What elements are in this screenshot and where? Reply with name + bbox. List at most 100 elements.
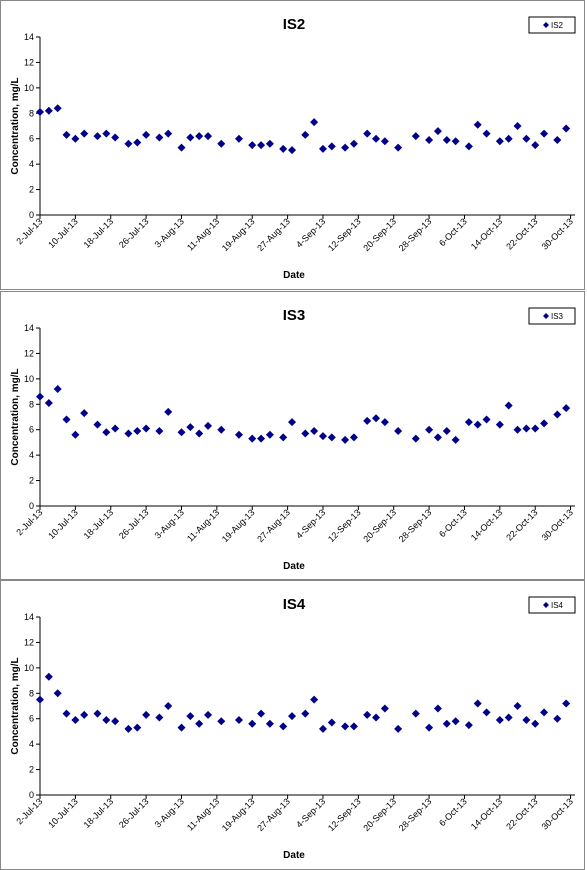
data-point (288, 418, 297, 427)
data-point (217, 139, 226, 148)
data-point (504, 713, 513, 722)
x-tick-label: 27-Aug-13 (255, 507, 292, 544)
data-point (464, 142, 473, 151)
data-point (433, 704, 442, 713)
y-tick-label: 2 (29, 765, 34, 775)
data-point (155, 133, 164, 142)
data-point (257, 709, 266, 718)
data-point (248, 434, 257, 443)
data-point (133, 138, 142, 147)
data-point (341, 435, 350, 444)
data-point (540, 419, 549, 428)
data-point (186, 423, 195, 432)
data-point (234, 430, 243, 439)
data-point (451, 435, 460, 444)
data-point (513, 425, 522, 434)
data-point (433, 433, 442, 442)
legend-box (528, 16, 576, 34)
data-point (442, 135, 451, 144)
data-point (473, 120, 482, 129)
chart-panel-is3: IS3 0 2 4 6 8 10 12 14 2-Jul-13 10-Jul-13 18-Jul-13… (0, 291, 585, 580)
data-point (62, 130, 71, 139)
x-tick-label: 6-Oct-13 (437, 216, 469, 248)
data-point (425, 425, 434, 434)
data-point (186, 712, 195, 721)
data-point (562, 404, 571, 413)
data-point (562, 699, 571, 708)
x-tick-label: 12-Sep-13 (326, 216, 363, 253)
data-point (482, 415, 491, 424)
data-point (288, 712, 297, 721)
data-point (288, 146, 297, 155)
data-point (80, 710, 89, 719)
data-point (504, 134, 513, 143)
data-point (279, 144, 288, 153)
data-point (504, 401, 513, 410)
data-point (133, 426, 142, 435)
data-point (93, 709, 102, 718)
data-point (301, 429, 310, 438)
data-point (495, 715, 504, 724)
x-tick-label: 26-Jul-13 (117, 796, 151, 830)
data-point (522, 424, 531, 433)
data-point (522, 715, 531, 724)
data-point (177, 143, 186, 152)
data-point (155, 713, 164, 722)
x-tick-label: 4-Sep-13 (294, 216, 327, 249)
data-point (102, 428, 111, 437)
data-point (111, 133, 120, 142)
x-tick-label: 14-Oct-13 (469, 507, 504, 542)
x-tick-label: 19-Aug-13 (220, 507, 257, 544)
x-tick-label: 4-Sep-13 (294, 507, 327, 540)
data-point (204, 132, 213, 141)
data-point (349, 433, 358, 442)
y-tick-label: 12 (24, 637, 34, 647)
data-point (531, 424, 540, 433)
data-point (44, 399, 53, 408)
data-point (531, 141, 540, 150)
data-point (195, 132, 204, 141)
y-tick-label: 4 (29, 739, 34, 749)
data-point (53, 689, 62, 698)
x-tick-label: 4-Sep-13 (294, 796, 327, 829)
data-point (36, 392, 44, 401)
legend-label: IS2 (551, 21, 564, 30)
legend-label: IS3 (551, 312, 564, 321)
x-tick-label: 30-Oct-13 (540, 507, 575, 542)
data-point (349, 139, 358, 148)
data-point (451, 717, 460, 726)
data-point (62, 709, 71, 718)
data-point (464, 418, 473, 427)
chart-title: IS3 (283, 307, 306, 324)
chart-is4: IS4 0 2 4 6 8 10 12 14 2-Jul-13 10-Jul-13 18-Jul-13… (10, 596, 576, 861)
data-point (102, 129, 111, 138)
x-tick-label: 19-Aug-13 (220, 216, 257, 253)
data-point (363, 129, 372, 138)
y-tick-label: 2 (29, 476, 34, 486)
x-tick-label: 3-Aug-13 (153, 216, 186, 249)
x-tick-label: 10-Jul-13 (46, 216, 80, 250)
x-tick-label: 3-Aug-13 (153, 796, 186, 829)
data-point (442, 426, 451, 435)
data-point (495, 137, 504, 146)
data-point (451, 137, 460, 146)
x-tick-label: 22-Oct-13 (504, 796, 539, 831)
data-point (80, 129, 89, 138)
legend-box (528, 596, 576, 614)
x-tick-label: 18-Jul-13 (82, 216, 116, 250)
x-tick-label: 2-Jul-13 (14, 216, 44, 246)
x-tick-label: 11-Aug-13 (185, 216, 221, 252)
data-point (301, 130, 310, 139)
data-point (562, 124, 571, 133)
legend: IS2 (528, 16, 576, 34)
y-tick-label: 14 (24, 612, 34, 622)
data-point (142, 424, 151, 433)
x-tick-label: 10-Jul-13 (46, 507, 80, 541)
data-point (124, 724, 133, 733)
data-point (265, 139, 274, 148)
data-point (310, 426, 319, 435)
x-tick-label: 28-Sep-13 (397, 507, 434, 544)
data-point (204, 710, 213, 719)
y-axis-label: Concentration, mg/L (10, 368, 21, 465)
y-tick-label: 0 (29, 790, 34, 800)
